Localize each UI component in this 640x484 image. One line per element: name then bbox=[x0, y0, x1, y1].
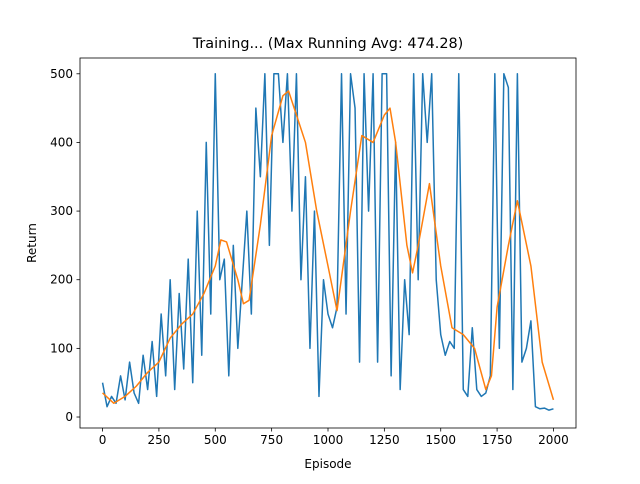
x-axis-label: Episode bbox=[304, 457, 351, 471]
x-tick-label: 750 bbox=[260, 433, 283, 447]
data-line bbox=[101, 73, 554, 411]
y-tick-label: 400 bbox=[50, 135, 73, 149]
y-tick-label: 500 bbox=[50, 67, 73, 81]
x-tick-label: 0 bbox=[99, 433, 107, 447]
y-axis-label: Return bbox=[25, 223, 39, 263]
data-line bbox=[102, 90, 555, 405]
y-tick-label: 200 bbox=[50, 273, 73, 287]
x-tick-label: 500 bbox=[204, 433, 227, 447]
x-tick-label: 1250 bbox=[369, 433, 400, 447]
y-tick-label: 300 bbox=[50, 204, 73, 218]
y-tick-label: 100 bbox=[50, 341, 73, 355]
x-tick-label: 1750 bbox=[482, 433, 513, 447]
x-tick-label: 1000 bbox=[313, 433, 344, 447]
x-tick-label: 2000 bbox=[538, 433, 569, 447]
y-tick-label: 0 bbox=[65, 410, 73, 424]
x-tick-label: 1500 bbox=[425, 433, 456, 447]
chart-title: Training... (Max Running Avg: 474.28) bbox=[192, 36, 464, 52]
x-tick-label: 250 bbox=[147, 433, 170, 447]
